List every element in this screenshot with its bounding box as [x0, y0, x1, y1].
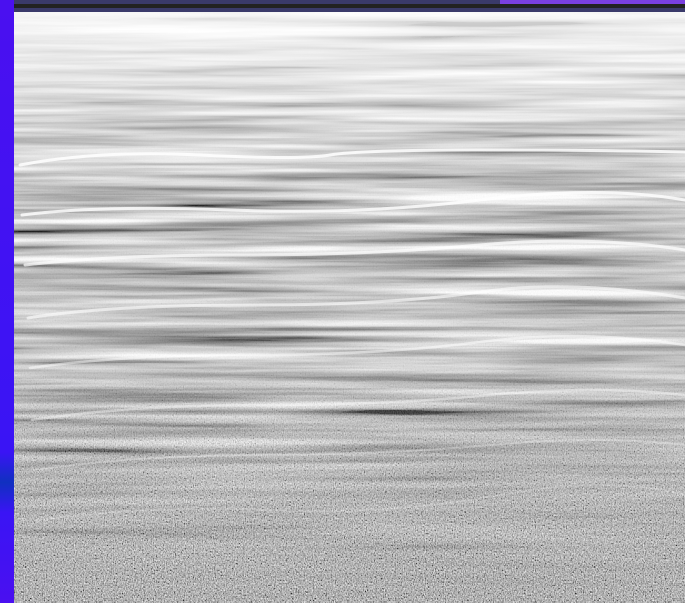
top-accent	[500, 0, 685, 4]
spectrogram-screenshot	[0, 0, 685, 603]
left-border	[0, 0, 14, 603]
top-line	[14, 4, 685, 8]
page	[0, 0, 685, 603]
